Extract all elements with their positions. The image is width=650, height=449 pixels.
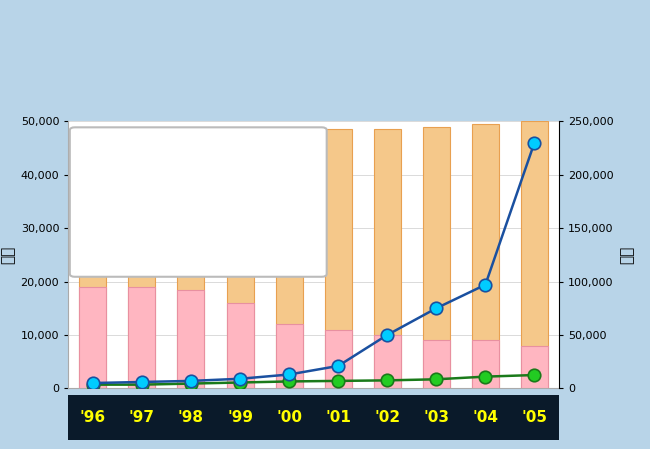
Bar [82,147,107,171]
Bar [226,303,254,388]
Bar [177,290,205,388]
FancyBboxPatch shape [70,128,327,277]
Bar [324,129,352,388]
Bar [177,137,205,388]
Bar [82,185,107,208]
Bar [276,324,303,388]
Text: 해수처리구역외 오수처리시설: 해수처리구역외 오수처리시설 [117,260,218,273]
Y-axis label: 쳉명: 쳉명 [0,246,15,264]
Bar [276,132,303,388]
Bar [521,346,548,388]
Text: '05: '05 [521,410,547,425]
Bar [226,132,254,388]
Text: 해수처리구역내 오수처리시설: 해수처리구역내 오수처리시설 [117,229,218,242]
Text: '97: '97 [129,410,155,425]
Text: '04: '04 [473,410,499,425]
Bar [472,124,499,388]
Text: 해수처리구역외 인구: 해수처리구역외 인구 [117,193,188,206]
Text: '03: '03 [423,410,449,425]
Text: '99: '99 [227,410,253,425]
Text: '02: '02 [374,410,400,425]
Y-axis label: 개소: 개소 [619,246,634,264]
Bar [128,287,155,388]
Bar [422,127,450,388]
Bar [472,340,499,388]
Text: 해수처리구역내 인구: 해수처리구역내 인구 [117,155,188,168]
Bar [521,121,548,388]
Text: '00: '00 [276,410,302,425]
Text: '98: '98 [178,410,204,425]
Bar [374,335,401,388]
Text: '96: '96 [80,410,106,425]
Bar [374,129,401,388]
Bar [79,287,107,388]
Text: '01: '01 [325,410,351,425]
Bar [422,340,450,388]
Bar [324,330,352,388]
Bar [79,143,107,388]
Bar [128,140,155,388]
